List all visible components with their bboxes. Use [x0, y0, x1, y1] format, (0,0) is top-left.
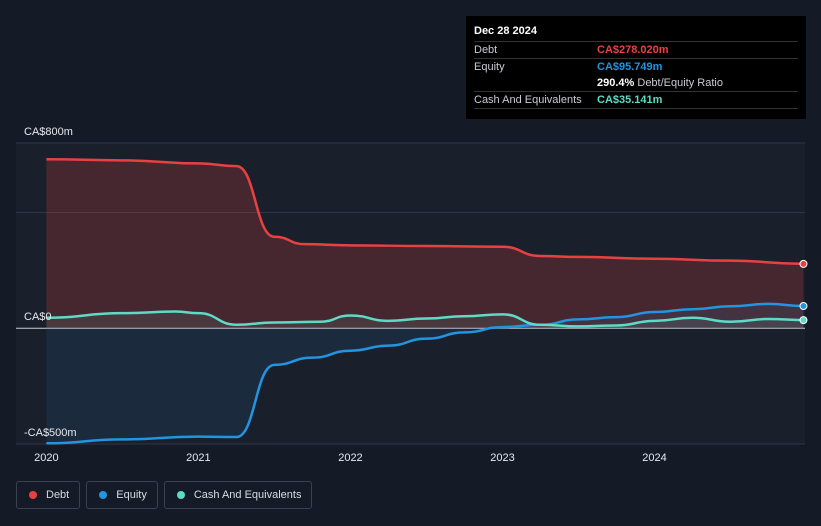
cash-and-equivalents-end-point	[799, 316, 808, 325]
x-tick-label: 2024	[642, 452, 666, 464]
tooltip-value: CA$35.141m	[597, 94, 663, 106]
legend-item-debt[interactable]: Debt	[16, 481, 81, 509]
cash-dot-icon	[176, 491, 185, 499]
debt-line	[46, 157, 804, 266]
debt-dot-icon	[29, 491, 37, 499]
x-axis-labels: 2020 2021 2022 2023 2024	[34, 452, 667, 464]
cash-and-equivalents-area	[46, 311, 804, 329]
series-areas	[46, 159, 804, 444]
debt-end-point	[799, 259, 808, 268]
cash-and-equivalents-line	[46, 310, 804, 328]
x-tick-label: 2022	[338, 452, 362, 464]
tooltip-label: Debt	[474, 44, 498, 56]
y-tick-label: CA$0	[24, 311, 52, 323]
legend-item-cash[interactable]: Cash And Equivalents	[163, 481, 313, 509]
tooltip-date: Dec 28 2024	[474, 25, 537, 37]
tooltip-label	[474, 75, 597, 91]
legend-label: Cash And Equivalents	[193, 489, 302, 501]
y-tick-label: CA$800m	[24, 126, 73, 138]
tooltip-value: CA$278.020m	[597, 44, 669, 56]
debt-area	[46, 159, 804, 329]
equity-end-point	[799, 302, 808, 311]
ratio-suffix: Debt/Equity Ratio	[634, 77, 723, 89]
legend-label: Debt	[46, 489, 70, 501]
tooltip-label: Cash And Equivalents	[474, 94, 582, 106]
legend: Debt Equity Cash And Equivalents	[16, 481, 313, 509]
tooltip-value: 290.4% Debt/Equity Ratio	[597, 75, 723, 91]
equity-line	[46, 302, 804, 445]
series-endpoints	[799, 259, 808, 325]
tooltip-value: CA$95.749m	[597, 61, 663, 73]
legend-label: Equity	[116, 489, 147, 501]
equity-area	[46, 303, 804, 444]
ratio-value: 290.4%	[597, 77, 635, 89]
tooltip-row-cash: Cash And Equivalents CA$35.141m	[474, 91, 798, 109]
plot-background	[16, 143, 805, 444]
tooltip-panel: Dec 28 2024 Debt CA$278.020m Equity CA$9…	[466, 16, 806, 119]
x-tick-label: 2023	[490, 452, 514, 464]
grid-lines	[16, 142, 805, 445]
x-tick-label: 2021	[186, 452, 210, 464]
equity-dot-icon	[99, 491, 108, 499]
tooltip-row-equity: Equity CA$95.749m	[474, 58, 798, 75]
tooltip-row-ratio: 290.4% Debt/Equity Ratio	[474, 75, 798, 91]
y-tick-label: -CA$500m	[24, 427, 77, 439]
tooltip-row-debt: Debt CA$278.020m	[474, 41, 798, 58]
tooltip-label: Equity	[474, 61, 505, 73]
x-tick-label: 2020	[34, 452, 58, 464]
legend-item-equity[interactable]: Equity	[86, 481, 158, 509]
y-axis-labels: CA$800m CA$0 -CA$500m	[24, 126, 77, 439]
series-lines	[46, 157, 804, 445]
